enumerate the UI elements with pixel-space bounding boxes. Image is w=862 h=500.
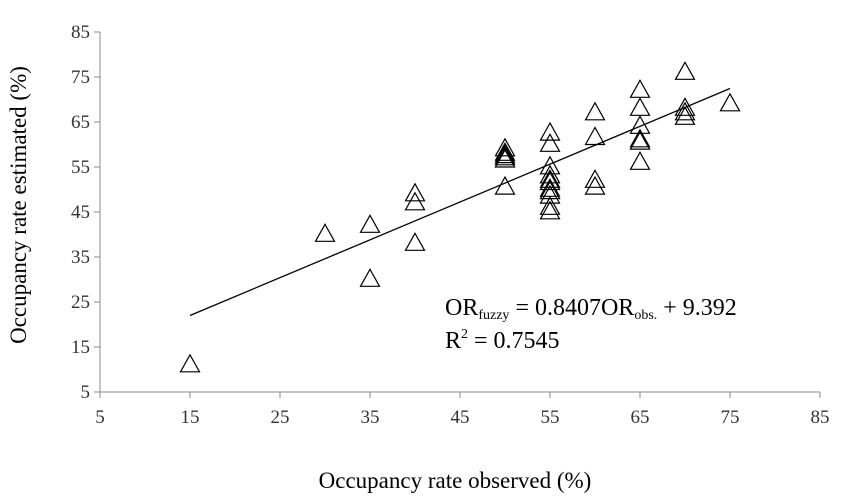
- y-tick-label: 5: [81, 382, 91, 403]
- x-tick-label: 35: [361, 407, 380, 428]
- data-point: [539, 133, 561, 152]
- data-point: [539, 155, 561, 175]
- data-point: [494, 175, 516, 195]
- y-tick-label: 25: [71, 292, 90, 313]
- data-point: [359, 268, 381, 287]
- data-point: [584, 126, 606, 146]
- data-point: [674, 97, 696, 116]
- eq-rhs-sub: obs.: [634, 308, 657, 323]
- eq-lhs-base: OR: [445, 295, 478, 321]
- r2-sup: 2: [461, 327, 468, 342]
- data-point: [629, 79, 651, 98]
- x-tick-label: 55: [541, 407, 560, 428]
- data-point: [629, 151, 651, 170]
- data-point: [314, 223, 336, 242]
- data-point: [539, 180, 561, 200]
- r2-tail: = 0.7545: [468, 328, 560, 354]
- data-point: [539, 184, 561, 204]
- data-point: [674, 61, 696, 80]
- data-point: [494, 146, 516, 166]
- r-squared-label: R2 = 0.7545: [445, 327, 560, 354]
- y-tick-label: 15: [71, 337, 90, 358]
- y-tick-label: 85: [71, 22, 90, 43]
- data-point: [539, 200, 561, 220]
- data-points: [179, 61, 741, 373]
- data-point: [674, 106, 696, 125]
- data-point: [539, 121, 561, 141]
- regression-equation: ORfuzzy = 0.8407ORobs. + 9.392: [445, 295, 737, 323]
- data-point: [539, 196, 561, 215]
- data-point: [494, 142, 516, 161]
- data-point: [179, 353, 201, 373]
- y-axis-title: Occupancy rate estimated (%): [6, 66, 31, 344]
- data-point: [584, 175, 606, 195]
- data-point: [629, 130, 651, 150]
- x-axis-title: Occupancy rate observed (%): [319, 468, 592, 493]
- eq-tail: + 9.392: [657, 295, 737, 321]
- y-tick-label: 35: [71, 247, 90, 268]
- y-tick-label: 75: [71, 67, 90, 88]
- y-tick-label: 55: [71, 157, 90, 178]
- x-axis-ticks: 5 15 25 35 45 55 65 75 85: [95, 392, 830, 428]
- x-tick-label: 45: [451, 407, 470, 428]
- y-axis-ticks: 5 15 25 35 45 55 65 75 85: [71, 22, 100, 403]
- data-point: [719, 92, 741, 112]
- x-tick-label: 85: [811, 407, 830, 428]
- data-point: [494, 148, 516, 168]
- data-point: [359, 214, 381, 233]
- x-tick-label: 75: [721, 407, 740, 428]
- x-tick-label: 5: [95, 407, 105, 428]
- data-point: [539, 171, 561, 191]
- eq-lhs-sub: fuzzy: [478, 308, 509, 323]
- eq-middle: = 0.8407OR: [509, 295, 634, 321]
- data-point: [629, 128, 651, 148]
- y-tick-label: 45: [71, 202, 90, 223]
- x-tick-label: 65: [631, 407, 650, 428]
- r2-base: R: [445, 328, 461, 354]
- data-point: [539, 169, 561, 188]
- x-tick-label: 15: [181, 407, 200, 428]
- trend-line: [189, 87, 731, 317]
- data-point: [584, 101, 606, 121]
- data-point: [494, 144, 516, 164]
- y-tick-label: 65: [71, 112, 90, 133]
- data-point: [674, 101, 696, 121]
- data-point: [584, 169, 606, 188]
- axes: 5 15 25 35 45 55 65 75 85 5 15 25 35 45 55 65 75 85: [71, 22, 830, 428]
- data-point: [494, 137, 516, 157]
- data-point: [404, 232, 426, 251]
- data-point: [629, 97, 651, 116]
- data-point: [404, 191, 426, 211]
- x-tick-label: 25: [271, 407, 290, 428]
- data-point: [404, 182, 426, 202]
